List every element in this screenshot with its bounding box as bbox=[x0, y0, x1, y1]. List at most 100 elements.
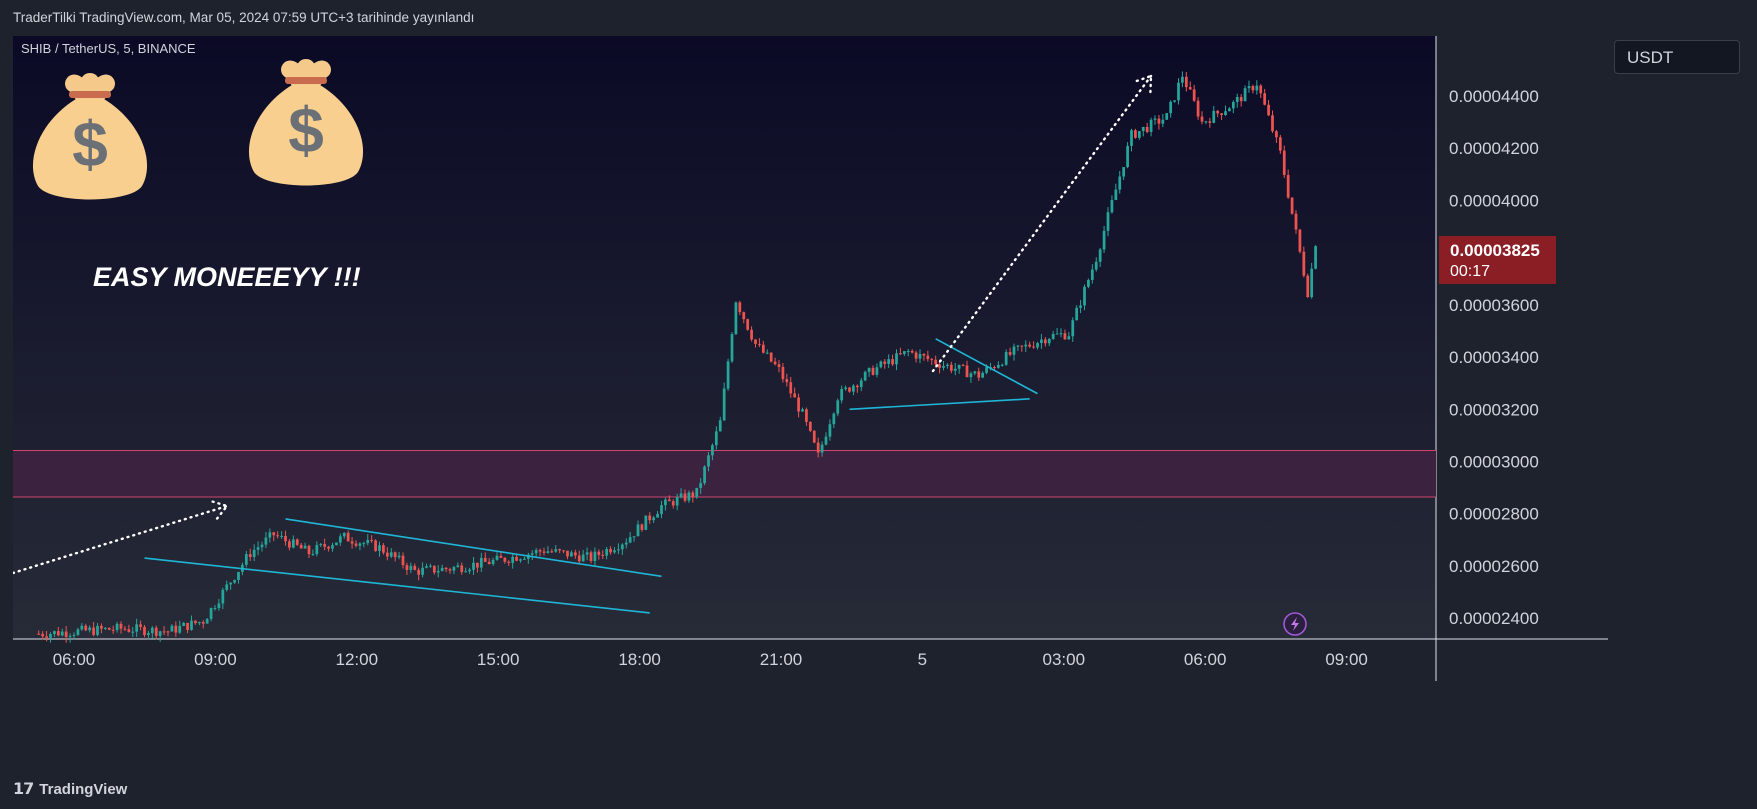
candle[interactable] bbox=[350, 536, 354, 549]
candle[interactable] bbox=[620, 543, 624, 555]
candle[interactable] bbox=[922, 353, 926, 361]
candle[interactable] bbox=[186, 622, 189, 634]
candle[interactable] bbox=[1153, 115, 1157, 125]
candle[interactable] bbox=[1055, 327, 1059, 335]
trend-line[interactable] bbox=[935, 338, 1038, 395]
candle[interactable] bbox=[730, 331, 734, 363]
candle[interactable] bbox=[554, 544, 558, 553]
lightning-icon[interactable] bbox=[1283, 612, 1307, 636]
candle[interactable] bbox=[436, 565, 440, 578]
candle[interactable] bbox=[111, 625, 115, 634]
candle[interactable] bbox=[123, 625, 127, 631]
candle[interactable] bbox=[72, 632, 76, 640]
candle[interactable] bbox=[828, 419, 832, 441]
candle[interactable] bbox=[942, 360, 945, 371]
candle[interactable] bbox=[268, 528, 272, 543]
candle[interactable] bbox=[405, 562, 409, 575]
candle[interactable] bbox=[425, 563, 428, 569]
candle[interactable] bbox=[906, 348, 910, 357]
candle[interactable] bbox=[1220, 113, 1223, 120]
candle[interactable] bbox=[166, 630, 170, 637]
candle[interactable] bbox=[260, 541, 264, 552]
candle[interactable] bbox=[593, 547, 597, 567]
candle[interactable] bbox=[1118, 170, 1122, 194]
candle[interactable] bbox=[1114, 183, 1118, 201]
candle[interactable] bbox=[1149, 117, 1153, 137]
candle[interactable] bbox=[718, 416, 722, 432]
candle[interactable] bbox=[949, 361, 953, 374]
candle[interactable] bbox=[37, 630, 41, 635]
candle[interactable] bbox=[1208, 117, 1212, 128]
candle[interactable] bbox=[1247, 80, 1251, 93]
candle[interactable] bbox=[370, 535, 374, 543]
candle[interactable] bbox=[225, 580, 229, 592]
candle[interactable] bbox=[738, 300, 742, 316]
candle[interactable] bbox=[683, 489, 687, 503]
candle[interactable] bbox=[76, 627, 80, 636]
candle[interactable] bbox=[714, 426, 718, 450]
candle[interactable] bbox=[801, 407, 804, 412]
candle[interactable] bbox=[910, 349, 914, 354]
candle[interactable] bbox=[632, 536, 636, 542]
candle[interactable] bbox=[295, 538, 299, 547]
candle[interactable] bbox=[1173, 100, 1176, 103]
candle[interactable] bbox=[1145, 122, 1149, 134]
candle[interactable] bbox=[1087, 278, 1090, 289]
candle[interactable] bbox=[378, 541, 381, 557]
candle[interactable] bbox=[1137, 130, 1141, 140]
candle[interactable] bbox=[660, 500, 663, 519]
candle[interactable] bbox=[863, 370, 867, 382]
candle[interactable] bbox=[213, 605, 217, 611]
trend-line[interactable] bbox=[285, 518, 662, 578]
candle[interactable] bbox=[472, 556, 475, 575]
candle[interactable] bbox=[143, 625, 146, 638]
candle[interactable] bbox=[628, 532, 632, 544]
candle[interactable] bbox=[1110, 195, 1114, 214]
candle[interactable] bbox=[1177, 78, 1180, 105]
candle[interactable] bbox=[761, 340, 765, 354]
candle[interactable] bbox=[1251, 84, 1255, 94]
candle[interactable] bbox=[746, 318, 750, 331]
candle[interactable] bbox=[1302, 246, 1306, 278]
candle[interactable] bbox=[957, 364, 961, 374]
candle[interactable] bbox=[585, 547, 589, 561]
candle[interactable] bbox=[848, 386, 851, 393]
candle[interactable] bbox=[546, 546, 550, 554]
candle[interactable] bbox=[859, 377, 863, 392]
candle[interactable] bbox=[194, 620, 197, 625]
candle[interactable] bbox=[773, 357, 777, 366]
candle[interactable] bbox=[1008, 347, 1012, 357]
candle[interactable] bbox=[722, 382, 726, 422]
candle[interactable] bbox=[852, 384, 855, 396]
candle[interactable] bbox=[107, 627, 111, 631]
candle[interactable] bbox=[464, 567, 468, 573]
candle[interactable] bbox=[197, 621, 201, 626]
candle[interactable] bbox=[902, 350, 906, 357]
candle[interactable] bbox=[671, 499, 675, 509]
candle[interactable] bbox=[609, 546, 612, 555]
candle[interactable] bbox=[1028, 341, 1032, 348]
candle[interactable] bbox=[84, 623, 88, 632]
candle[interactable] bbox=[652, 516, 656, 524]
candle[interactable] bbox=[182, 621, 186, 627]
candle[interactable] bbox=[605, 546, 609, 560]
candle[interactable] bbox=[96, 623, 99, 637]
candle[interactable] bbox=[139, 620, 142, 631]
candle[interactable] bbox=[389, 548, 393, 559]
candle[interactable] bbox=[805, 407, 808, 426]
candle[interactable] bbox=[840, 385, 844, 404]
candle[interactable] bbox=[765, 349, 769, 355]
candle[interactable] bbox=[41, 631, 45, 640]
candle[interactable] bbox=[1004, 349, 1008, 366]
candle[interactable] bbox=[793, 387, 797, 398]
candle[interactable] bbox=[523, 556, 526, 560]
candle[interactable] bbox=[879, 360, 883, 369]
candle[interactable] bbox=[581, 549, 585, 562]
candle[interactable] bbox=[397, 552, 401, 560]
candle[interactable] bbox=[162, 626, 166, 635]
candle[interactable] bbox=[135, 618, 139, 637]
candle[interactable] bbox=[358, 542, 362, 551]
candle[interactable] bbox=[421, 562, 424, 578]
candle[interactable] bbox=[836, 398, 840, 417]
candle[interactable] bbox=[432, 565, 436, 575]
